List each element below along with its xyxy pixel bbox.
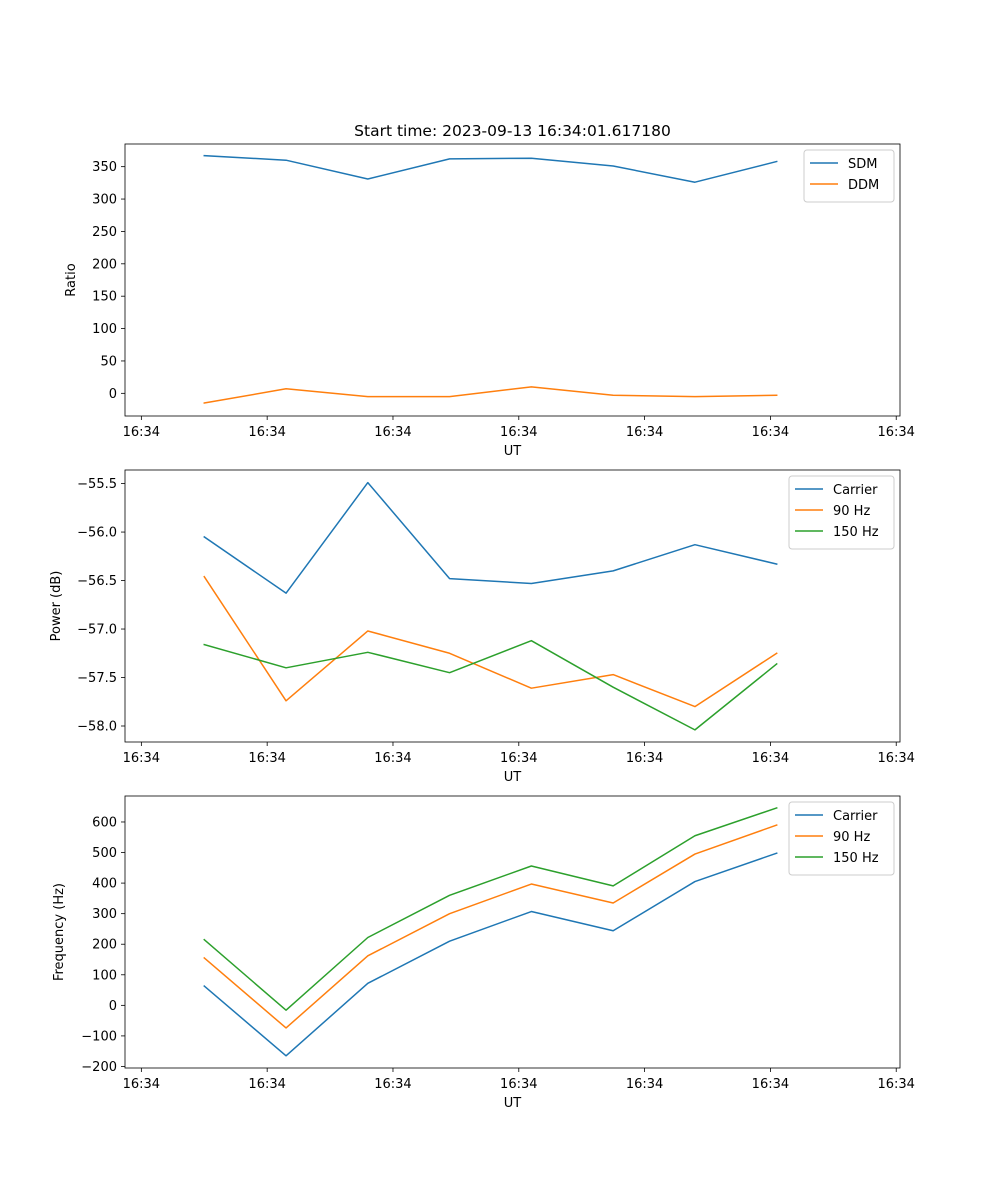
chart-1: 16:3416:3416:3416:3416:3416:3416:3416:35… — [64, 143, 915, 459]
legend-label: 150 Hz — [833, 851, 879, 866]
legend-label: Carrier — [833, 483, 878, 498]
x-tick-label: 16:34 — [374, 751, 411, 766]
y-tick-label: 100 — [92, 968, 117, 983]
series-line-sdm — [203, 154, 778, 183]
y-tick-label: −56.5 — [77, 574, 117, 589]
x-tick-label: 16:34 — [374, 425, 411, 440]
axes-frame — [124, 469, 901, 743]
y-tick-label: 200 — [92, 257, 117, 272]
y-axis-label: Ratio — [64, 263, 79, 296]
y-tick-label: 400 — [92, 877, 117, 892]
axes-frame — [124, 795, 901, 1069]
x-tick-label: 16:34 — [626, 751, 663, 766]
series-line-90-hz — [203, 575, 778, 708]
x-tick-label: 16:34 — [626, 425, 663, 440]
x-tick-label: 16:34 — [248, 1077, 285, 1092]
legend: Carrier 90 Hz 150 Hz — [788, 475, 895, 550]
y-tick-label: 350 — [92, 160, 117, 175]
axes-frame — [124, 143, 901, 417]
y-tick-label: 200 — [92, 938, 117, 953]
y-tick-label: 600 — [92, 815, 117, 830]
x-tick-label: 16:34 — [877, 425, 914, 440]
figure-title: Start time: 2023-09-13 16:34:01.617180 — [354, 122, 671, 140]
legend-label: 150 Hz — [833, 525, 879, 540]
y-tick-label: 300 — [92, 907, 117, 922]
y-tick-label: 500 — [92, 846, 117, 861]
y-tick-label: 0 — [109, 999, 117, 1014]
series-line-ddm — [203, 386, 778, 404]
series-line-carrier — [203, 481, 778, 594]
x-tick-label: 16:34 — [877, 751, 914, 766]
series-line-150-hz — [203, 806, 778, 1011]
x-tick-label: 16:34 — [752, 425, 789, 440]
x-tick-label: 16:34 — [626, 1077, 663, 1092]
x-tick-label: 16:34 — [500, 751, 537, 766]
y-tick-label: 100 — [92, 322, 117, 337]
legend-label: 90 Hz — [833, 830, 870, 845]
x-tick-label: 16:34 — [123, 751, 160, 766]
legend: Carrier 90 Hz 150 Hz — [788, 801, 895, 876]
chart-2: 16:3416:3416:3416:3416:3416:3416:3416:35… — [49, 469, 915, 785]
x-tick-label: 16:34 — [248, 425, 285, 440]
y-axis-label: Frequency (Hz) — [52, 883, 67, 981]
y-tick-label: −57.0 — [77, 623, 117, 638]
legend-label: SDM — [848, 157, 877, 172]
x-tick-label: 16:34 — [877, 1077, 914, 1092]
y-tick-label: −57.5 — [77, 671, 117, 686]
x-tick-label: 16:34 — [500, 425, 537, 440]
y-tick-label: −200 — [81, 1060, 117, 1075]
x-tick-label: 16:34 — [752, 1077, 789, 1092]
chart-3: 16:3416:3416:3416:3416:3416:3416:3416:35… — [52, 795, 915, 1111]
y-tick-label: −58.0 — [77, 720, 117, 735]
x-tick-label: 16:34 — [752, 751, 789, 766]
x-tick-label: 16:34 — [123, 1077, 160, 1092]
y-tick-label: 50 — [100, 354, 117, 369]
y-tick-label: 250 — [92, 225, 117, 240]
legend-label: DDM — [848, 178, 879, 193]
y-axis-label: Power (dB) — [49, 571, 64, 642]
y-tick-label: −56.0 — [77, 526, 117, 541]
plots-container: 16:3416:3416:3416:3416:3416:3416:3416:35… — [49, 143, 915, 1111]
x-tick-label: 16:34 — [123, 425, 160, 440]
series-line-150-hz — [203, 639, 778, 731]
x-tick-label: 16:34 — [500, 1077, 537, 1092]
x-tick-label: 16:34 — [248, 751, 285, 766]
legend-label: Carrier — [833, 809, 878, 824]
legend-label: 90 Hz — [833, 504, 870, 519]
y-tick-label: 300 — [92, 193, 117, 208]
x-axis-label: UT — [504, 1096, 522, 1111]
x-tick-label: 16:34 — [374, 1077, 411, 1092]
x-axis-label: UT — [504, 770, 522, 785]
legend: SDM DDM — [803, 149, 895, 203]
y-tick-label: 0 — [109, 387, 117, 402]
y-tick-label: 150 — [92, 290, 117, 305]
series-line-carrier — [203, 852, 778, 1057]
series-line-90-hz — [203, 824, 778, 1029]
y-tick-label: −55.5 — [77, 477, 117, 492]
x-axis-label: UT — [504, 444, 522, 459]
y-tick-label: −100 — [81, 1029, 117, 1044]
